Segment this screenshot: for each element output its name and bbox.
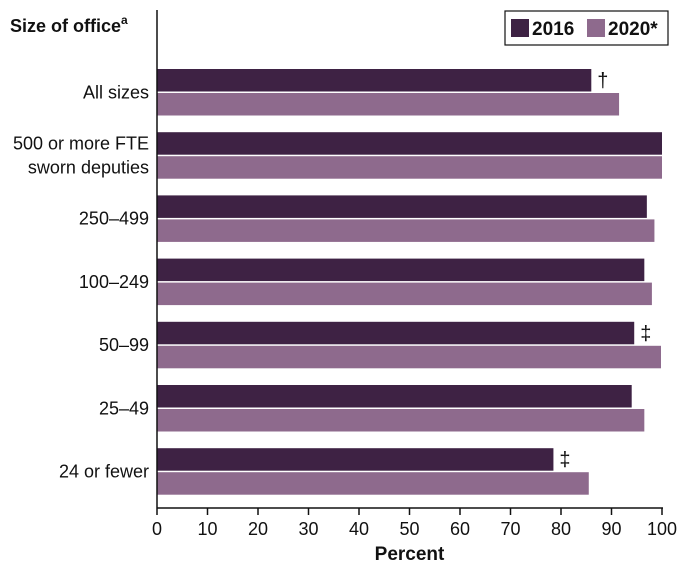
chart-header: Size of officea — [10, 13, 128, 36]
bar-2020-5 — [157, 409, 645, 432]
x-tick-label-40: 40 — [349, 519, 369, 539]
category-label-1-line0: 500 or more FTE — [13, 133, 149, 153]
x-tick-label-90: 90 — [601, 519, 621, 539]
x-tick-label-30: 30 — [298, 519, 318, 539]
bar-2016-5 — [157, 385, 632, 408]
x-tick-label-100: 100 — [647, 519, 677, 539]
bar-2020-0 — [157, 93, 620, 116]
x-axis-title: Percent — [375, 544, 445, 565]
legend-label-2016: 2016 — [532, 19, 574, 40]
x-tick-label-0: 0 — [152, 519, 162, 539]
category-label-4: 50–99 — [99, 335, 149, 355]
x-tick-label-10: 10 — [197, 519, 217, 539]
bar-2020-3 — [157, 282, 652, 306]
x-ticks: 0 10 20 30 40 50 60 70 80 90 100 — [152, 508, 677, 539]
legend: 2016 2020* — [504, 10, 669, 46]
annotation-6: ‡ — [559, 449, 570, 471]
x-tick-label-20: 20 — [248, 519, 268, 539]
bar-2020-6 — [157, 472, 589, 495]
y-axis-header-superscript: a — [121, 13, 128, 27]
legend-swatch-2020 — [587, 19, 605, 37]
bar-2016-1 — [157, 132, 662, 155]
y-axis-header: Size of officea — [10, 13, 128, 36]
bar-2016-3 — [157, 258, 645, 282]
bar-2016-4 — [157, 321, 635, 345]
x-tick-label-60: 60 — [450, 519, 470, 539]
bar-2016-2 — [157, 195, 647, 218]
bar-2020-2 — [157, 219, 655, 242]
category-label-1-line1: sworn deputies — [28, 157, 149, 177]
legend-box — [504, 10, 669, 46]
bar-2016-6 — [157, 448, 554, 471]
legend-label-2020: 2020* — [608, 19, 658, 40]
legend-swatch-2016 — [511, 19, 529, 37]
x-tick-label-80: 80 — [551, 519, 571, 539]
category-label-0: All sizes — [83, 82, 149, 102]
category-label-3: 100–249 — [79, 272, 149, 292]
bar-2020-4 — [157, 345, 661, 369]
category-label-5: 25–49 — [99, 398, 149, 418]
annotation-0: † — [597, 70, 608, 92]
category-labels: All sizes 500 or more FTE sworn deputies 25… — [13, 82, 149, 481]
bars — [157, 69, 662, 495]
category-label-6: 24 or fewer — [59, 461, 149, 481]
bar-2016-0 — [157, 69, 592, 92]
annotations: † ‡ ‡ — [559, 70, 651, 471]
x-tick-label-70: 70 — [500, 519, 520, 539]
x-tick-label-50: 50 — [399, 519, 419, 539]
category-label-2: 250–499 — [79, 209, 149, 229]
bar-2020-1 — [157, 156, 662, 179]
annotation-4: ‡ — [640, 323, 651, 345]
